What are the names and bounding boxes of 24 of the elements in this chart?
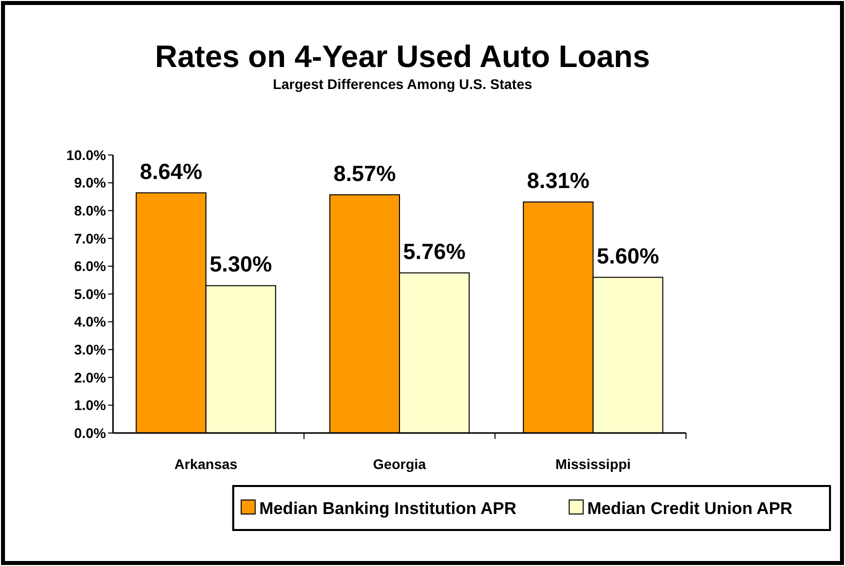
y-tick-label: 5.0% <box>74 286 107 302</box>
data-label: 8.64% <box>140 158 202 184</box>
x-tick-label: Mississippi <box>555 456 631 472</box>
y-tick-label: 3.0% <box>74 342 107 358</box>
data-label: 8.31% <box>527 168 590 193</box>
y-tick-label: 8.0% <box>74 202 107 218</box>
data-label: 5.76% <box>403 238 466 264</box>
y-tick-label: 0.0% <box>74 424 107 441</box>
y-tick-label: 4.0% <box>74 314 107 330</box>
y-tick-label: 10.0% <box>66 146 107 163</box>
y-tick-label: 2.0% <box>74 369 107 386</box>
data-label: 5.30% <box>210 252 272 277</box>
legend-label: Median Credit Union APR <box>587 498 792 518</box>
chart-title: Rates on 4-Year Used Auto Loans <box>155 39 650 74</box>
x-tick-label: Georgia <box>373 456 426 472</box>
x-tick-label: Arkansas <box>174 456 238 472</box>
y-tick-label: 9.0% <box>74 174 107 191</box>
data-label: 5.60% <box>596 243 660 268</box>
y-tick-label: 1.0% <box>74 397 107 414</box>
y-tick-label: 6.0% <box>74 258 107 274</box>
legend-label: Median Banking Institution APR <box>259 498 516 518</box>
data-label: 8.57% <box>333 160 396 186</box>
chart-subtitle: Largest Differences Among U.S. States <box>272 76 532 92</box>
y-tick-label: 7.0% <box>74 230 107 246</box>
